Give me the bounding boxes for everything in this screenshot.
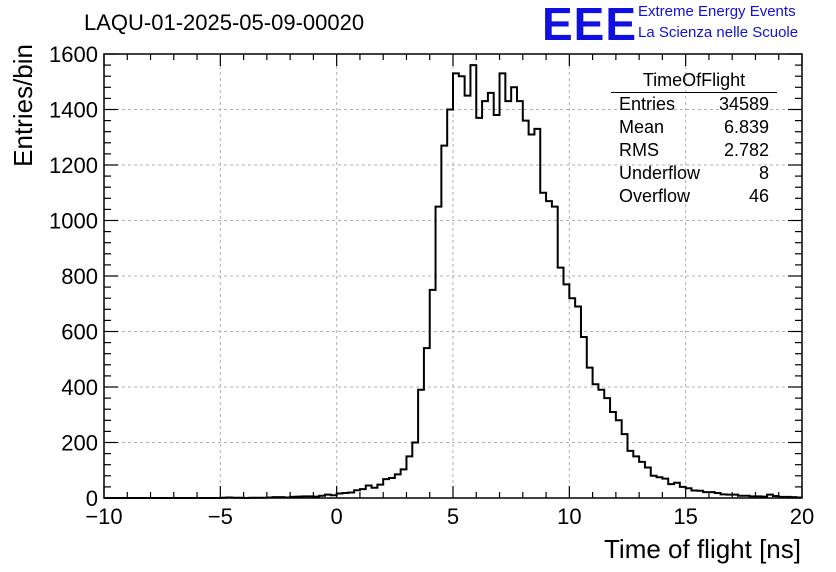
- eee-logo: EEE: [542, 0, 638, 50]
- x-tick-label: 15: [673, 504, 697, 529]
- y-tick-label: 1200: [49, 153, 98, 178]
- x-tick-label: 5: [447, 504, 459, 529]
- y-tick-label: 800: [61, 264, 98, 289]
- stats-value: 2.782: [723, 140, 769, 160]
- y-tick-label: 0: [86, 486, 98, 511]
- logo-subtitle-line2: La Scienza nelle Scuole: [638, 24, 799, 41]
- stats-row-rms: RMS 2.782: [611, 139, 777, 162]
- y-tick-label: 400: [61, 375, 98, 400]
- stats-row-mean: Mean 6.839: [611, 116, 777, 139]
- stats-value: 6.839: [723, 117, 769, 137]
- stats-label: Entries: [619, 94, 676, 114]
- stats-label: Mean: [619, 117, 665, 137]
- stats-label: Underflow: [619, 163, 701, 183]
- stats-row-underflow: Underflow 8: [611, 162, 777, 185]
- x-tick-label: −5: [208, 504, 233, 529]
- y-axis-label: Entries/bin: [8, 44, 38, 167]
- x-axis-label: Time of flight [ns]: [604, 534, 801, 564]
- stats-value: 34589: [718, 94, 769, 114]
- x-tick-label: 10: [557, 504, 581, 529]
- stats-value: 8: [758, 163, 769, 183]
- stats-row-entries: Entries 34589: [611, 93, 777, 116]
- stats-label: Overflow: [619, 186, 691, 206]
- stats-label: RMS: [619, 140, 659, 160]
- y-tick-label: 1400: [49, 98, 98, 123]
- logo-subtitle-line1: Extreme Energy Events: [638, 3, 796, 20]
- stats-title: TimeOfFlight: [611, 70, 777, 93]
- x-tick-label: −10: [85, 504, 122, 529]
- run-title: LAQU-01-2025-05-09-00020: [84, 10, 365, 35]
- x-tick-label: 20: [790, 504, 814, 529]
- y-tick-label: 1000: [49, 209, 98, 234]
- y-tick-label: 200: [61, 431, 98, 456]
- x-tick-label: 0: [331, 504, 343, 529]
- stats-box: TimeOfFlight Entries 34589 Mean 6.839 RM…: [611, 70, 777, 208]
- y-tick-label: 1600: [49, 42, 98, 67]
- y-tick-label: 600: [61, 320, 98, 345]
- stats-value: 46: [748, 186, 769, 206]
- stats-row-overflow: Overflow 46: [611, 185, 777, 208]
